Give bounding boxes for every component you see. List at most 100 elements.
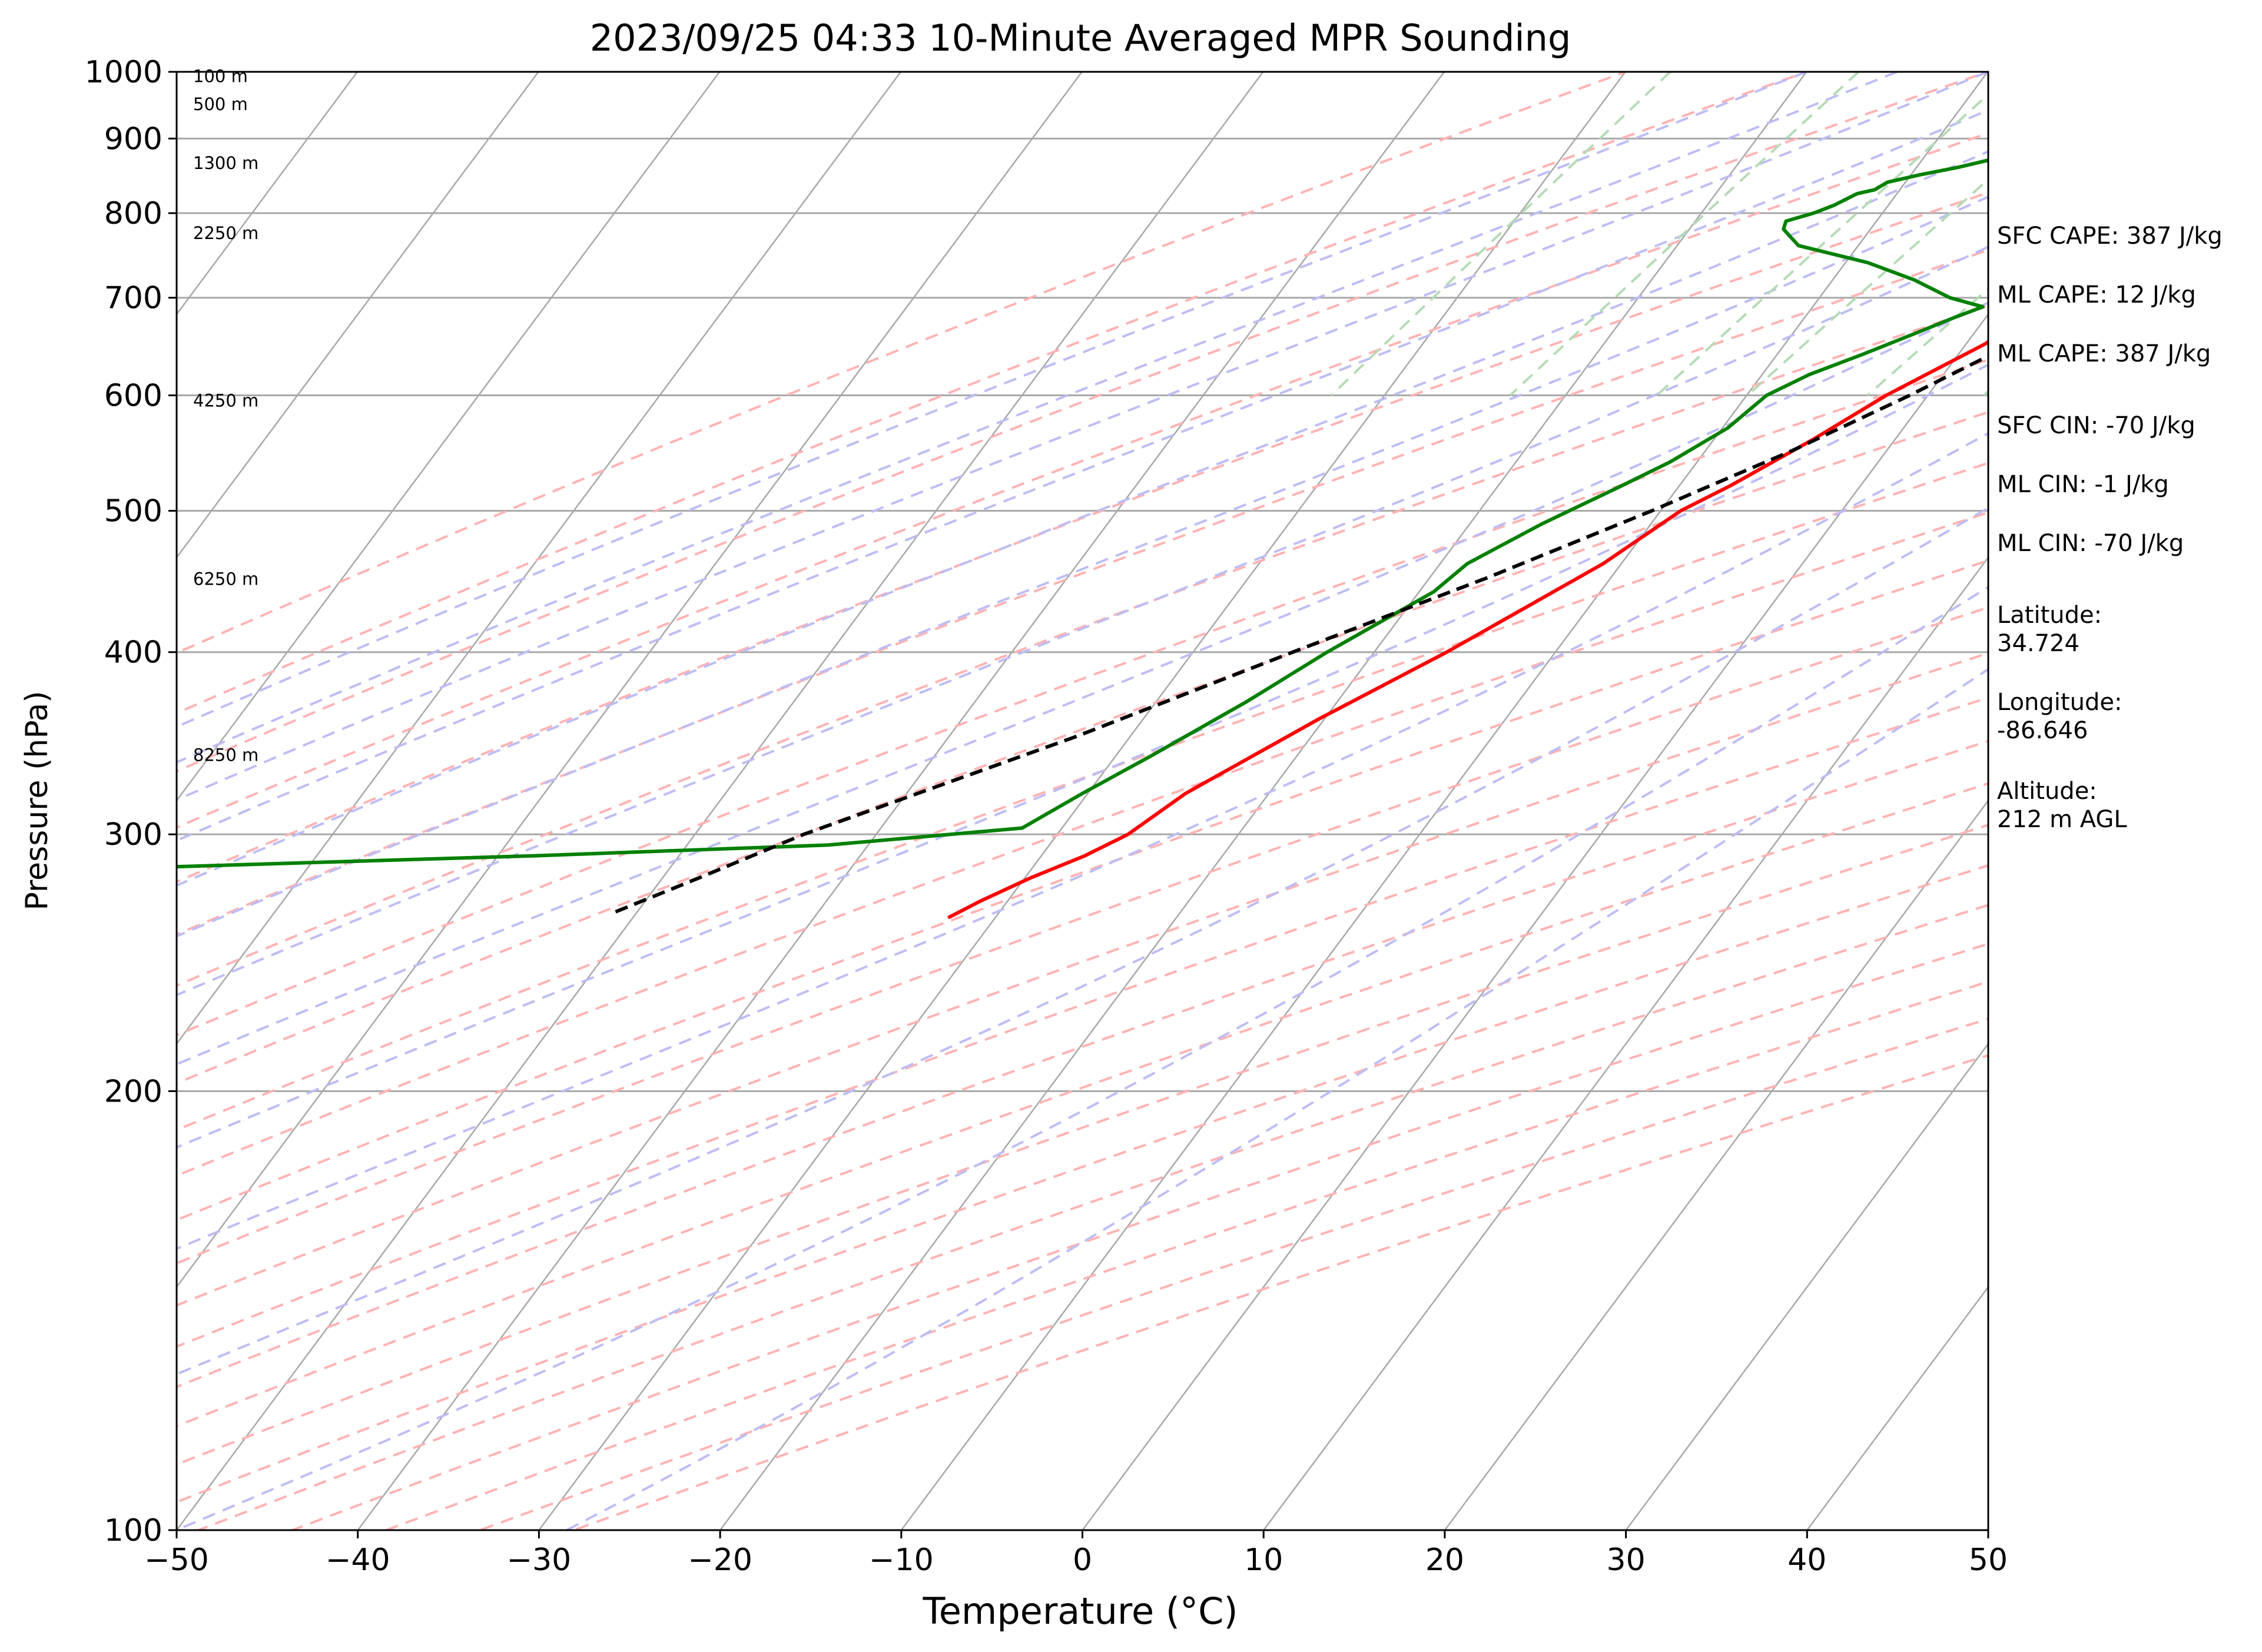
height-label: 8250 m <box>193 745 258 765</box>
isotherm-line <box>900 72 1988 1530</box>
isotherm-line <box>177 72 902 1046</box>
y-axis-ticks: 1000 900 800 700 600 500 400 300 200 100 <box>85 55 177 1548</box>
isotherm-line <box>177 72 1264 1530</box>
dry-adiabat-line <box>177 191 1988 883</box>
mixing-ratio-line <box>1330 72 1671 396</box>
isotherm-line <box>177 72 359 316</box>
mixing-ratio-line <box>1866 287 1988 396</box>
isotherm-line <box>2120 41 2262 1597</box>
isotherm-line <box>177 72 1083 1289</box>
x-tick-label: 30 <box>1607 1542 1646 1578</box>
dry-adiabat-line <box>177 462 1988 1132</box>
height-label: 4250 m <box>193 391 258 411</box>
moist-adiabat-line <box>177 150 1988 887</box>
y-tick-label: 200 <box>104 1074 162 1109</box>
latitude-value: 34.724 <box>1997 630 2079 657</box>
dewpoint-trace <box>177 158 1988 869</box>
y-tick-label: 100 <box>104 1513 162 1548</box>
moist-adiabat-line <box>177 108 1988 842</box>
dry-adiabat-line <box>177 782 1988 1428</box>
moist-adiabat-line <box>177 72 1807 728</box>
mixing-ratio-line <box>1509 72 1860 396</box>
dry-adiabat-line <box>177 824 1988 1466</box>
x-tick-label: −50 <box>144 1542 209 1578</box>
isotherm-line <box>357 72 1445 1530</box>
ml-cape-text-2: ML CAPE: 387 J/kg <box>1997 340 2211 367</box>
dry-adiabat-line <box>177 358 1988 1037</box>
mixing-ratio-line <box>2226 72 2262 396</box>
y-tick-label: 1000 <box>85 55 162 90</box>
height-label: 1300 m <box>193 153 258 173</box>
isotherm-line <box>0 41 18 1597</box>
isotherm-line <box>1444 799 1988 1530</box>
dry-adiabat-line <box>177 248 1988 936</box>
ml-cin-text-2: ML CIN: -70 J/kg <box>1997 530 2184 557</box>
dry-adiabat-line <box>177 72 1629 655</box>
x-tick-label: −30 <box>507 1542 572 1578</box>
dry-adiabat-line <box>177 739 1988 1388</box>
x-tick-label: −20 <box>688 1542 752 1578</box>
moist-adiabat-line <box>177 301 1988 1066</box>
x-tick-label: 40 <box>1787 1542 1826 1578</box>
moist-adiabat-line <box>177 506 1988 1376</box>
y-tick-label: 900 <box>104 121 162 157</box>
dry-adiabat-line <box>383 980 1988 1530</box>
x-axis-label: Temperature (°C) <box>922 1590 1238 1633</box>
sfc-cape-text: SFC CAPE: 387 J/kg <box>1997 223 2223 250</box>
y-tick-label: 500 <box>104 494 162 529</box>
ml-cape-text: ML CAPE: 12 J/kg <box>1997 281 2196 308</box>
x-tick-label: 50 <box>1969 1542 2008 1578</box>
dry-adiabat-line <box>177 511 1988 1177</box>
altitude-value: 212 m AGL <box>1997 806 2127 833</box>
stability-info-panel: SFC CAPE: 387 J/kg ML CAPE: 12 J/kg ML C… <box>1997 223 2223 833</box>
moist-adiabat-line <box>177 363 1988 1149</box>
background-lines <box>0 41 2262 1597</box>
mixing-ratio-line <box>1747 178 1988 396</box>
height-labels: 100 m 500 m 1300 m 2250 m 4250 m 6250 m 8250 m <box>193 67 258 765</box>
longitude-value: -86.646 <box>1997 717 2088 744</box>
height-label: 2250 m <box>193 223 258 243</box>
isotherm-line <box>1262 556 1988 1530</box>
longitude-label: Longitude: <box>1997 689 2122 716</box>
dry-adiabat-line <box>177 304 1988 987</box>
height-label: 6250 m <box>193 569 258 589</box>
dry-adiabat-line <box>177 72 1810 715</box>
y-axis-label: Pressure (hPa) <box>19 691 55 911</box>
ml-cin-text: ML CIN: -1 J/kg <box>1997 471 2169 498</box>
sounding-traces <box>177 158 1988 920</box>
x-tick-label: −40 <box>326 1542 390 1578</box>
y-tick-label: 800 <box>104 196 162 231</box>
y-tick-label: 700 <box>104 281 162 316</box>
altitude-label: Altitude: <box>1997 778 2097 805</box>
x-tick-label: 0 <box>1073 1542 1092 1578</box>
dry-adiabat-line <box>570 1054 1988 1530</box>
moist-adiabat-line <box>566 668 1988 1530</box>
isotherm-line <box>177 72 540 559</box>
isotherm-line <box>719 72 1807 1530</box>
moist-adiabat-line <box>177 72 1988 801</box>
isotherm-line <box>538 72 1627 1530</box>
moist-adiabat-line <box>177 585 1988 1530</box>
dry-adiabat-line <box>177 559 1988 1222</box>
dry-adiabat-line <box>177 606 1988 1265</box>
dry-adiabat-line <box>177 410 1988 1085</box>
x-tick-label: 10 <box>1244 1542 1283 1578</box>
x-tick-label: −10 <box>869 1542 934 1578</box>
moist-adiabat-line <box>177 72 1898 764</box>
isotherm-line <box>1081 313 1988 1530</box>
dry-adiabat-line <box>177 652 1988 1307</box>
height-label: 100 m <box>193 67 248 87</box>
temperature-trace <box>947 340 1988 920</box>
y-tick-label: 600 <box>104 379 162 414</box>
moist-adiabat-line <box>177 195 1988 938</box>
dry-adiabat-line <box>177 72 1988 773</box>
dry-adiabat-line <box>177 864 1988 1504</box>
sfc-cin-text: SFC CIN: -70 J/kg <box>1997 412 2195 439</box>
latitude-label: Latitude: <box>1997 602 2102 629</box>
moist-adiabat-line <box>177 432 1988 1250</box>
x-axis-ticks: −50 −40 −30 −20 −10 0 10 20 30 40 50 <box>144 1530 2008 1578</box>
y-tick-label: 300 <box>104 817 162 852</box>
chart-title: 2023/09/25 04:33 10-Minute Averaged MPR … <box>590 16 1571 59</box>
dry-adiabat-line <box>177 696 1988 1348</box>
